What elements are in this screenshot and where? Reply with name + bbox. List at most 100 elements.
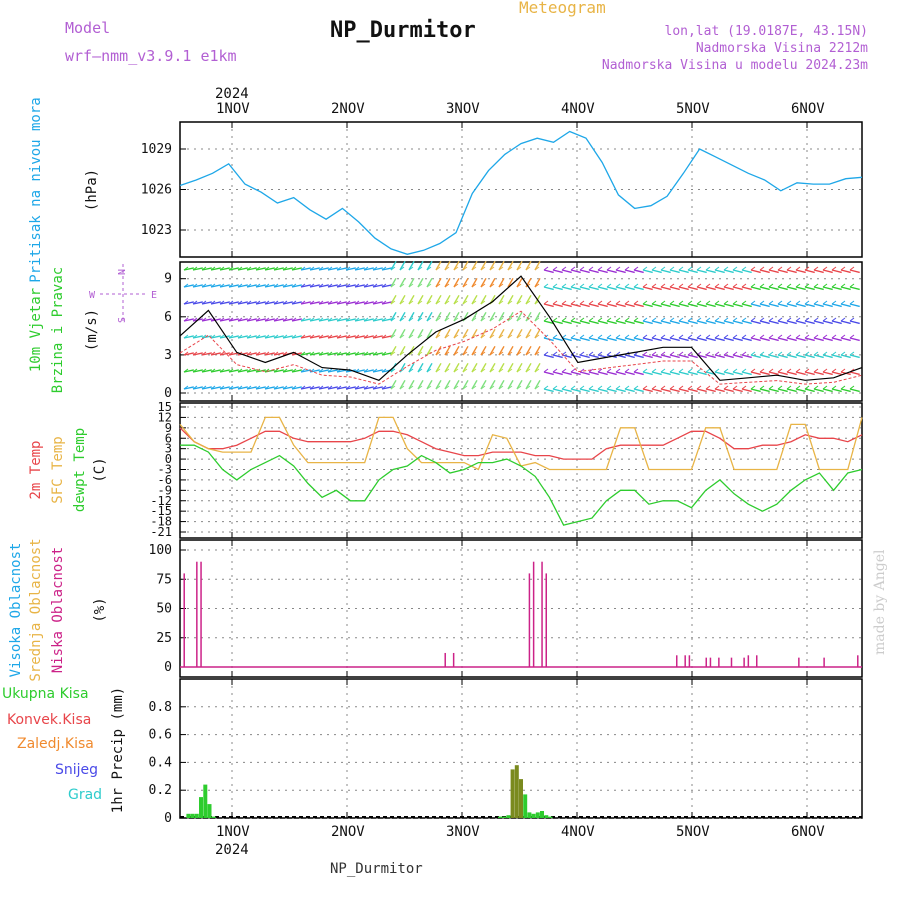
wind-arrow-head <box>651 283 657 288</box>
wind-arrow-head <box>822 300 828 305</box>
wind-arrow-head <box>471 385 477 390</box>
wind-arrow-head <box>264 266 270 271</box>
wind-arrow <box>615 286 626 291</box>
wind-arrow <box>579 337 590 342</box>
wind-arrow <box>426 260 433 271</box>
wind-arrow-head <box>624 300 630 305</box>
wind-arrow <box>507 328 514 339</box>
wind-arrow <box>327 352 338 356</box>
wind-arrow <box>462 379 469 390</box>
wind-arrow <box>588 320 599 325</box>
wind-arrow <box>300 284 311 288</box>
wind-arrow-head <box>543 266 549 271</box>
wind-arrow <box>363 335 374 339</box>
wind-arrow-head <box>498 368 504 373</box>
wind-arrow-head <box>264 300 270 305</box>
wind-arrow <box>678 269 689 274</box>
wind-arrow-head <box>264 351 270 356</box>
wind-arrow <box>273 284 284 288</box>
wind-arrow-head <box>768 334 774 339</box>
wind-arrow <box>228 369 239 373</box>
wind-arrow-head <box>264 317 270 322</box>
wind-arrow-head <box>399 334 405 339</box>
wind-arrow <box>723 388 734 393</box>
day-label-bottom: 2NOV <box>331 824 365 840</box>
wind-arrow <box>480 328 487 339</box>
wind-arrow-head <box>381 385 387 390</box>
wind-arrow-head <box>804 385 810 390</box>
wind-arrow-head <box>840 317 846 322</box>
wind-arrow <box>354 352 365 356</box>
wind-arrow-head <box>327 334 333 339</box>
cloud-mid-label: Srednja Oblacnost <box>28 538 44 681</box>
wind-arrow-head <box>219 266 225 271</box>
wind-arrow <box>372 318 383 322</box>
wind-arrow <box>381 301 392 305</box>
wind-arrow <box>813 354 824 359</box>
wind-arrow-head <box>840 300 846 305</box>
wind-arrow <box>219 267 230 271</box>
wind-arrow <box>660 388 671 393</box>
wind-arrow <box>813 371 824 376</box>
wind-arrow-head <box>678 266 684 271</box>
wind-arrow <box>813 303 824 308</box>
location-elevation: Nadmorska Visina 2212m <box>695 41 868 56</box>
wind-arrow <box>633 303 644 308</box>
wind-arrow-head <box>750 351 756 356</box>
wind-arrow <box>246 369 257 373</box>
wind-arrow <box>453 379 460 390</box>
wind-arrow <box>588 269 599 274</box>
wind-arrow <box>273 352 284 356</box>
wind-arrow-head <box>444 334 450 339</box>
wind-arrow <box>489 328 496 339</box>
model-label: Model <box>65 19 111 37</box>
wind-arrow-head <box>651 351 657 356</box>
wind-arrow-head <box>840 283 846 288</box>
wind-arrow <box>705 337 716 342</box>
panel-frame-0 <box>179 121 863 258</box>
wind-arrow-head <box>552 283 558 288</box>
wind-arrow <box>210 386 221 390</box>
wind-arrow <box>678 286 689 291</box>
wind-arrow <box>471 260 478 271</box>
wind-arrow <box>183 335 194 339</box>
wind-arrow-head <box>777 266 783 271</box>
wind-arrow <box>201 284 212 288</box>
wind-arrow <box>516 362 523 373</box>
wind-arrow <box>480 362 487 373</box>
wind-arrow-head <box>192 317 198 322</box>
wind-arrow <box>786 286 797 291</box>
wind-arrow-head <box>462 368 468 373</box>
wind-arrow <box>642 354 653 359</box>
wind-arrow <box>597 286 608 291</box>
wind-arrow-head <box>381 317 387 322</box>
wind-arrow-head <box>291 283 297 288</box>
wind-arrow <box>426 311 433 322</box>
wind-arrow-head <box>255 283 261 288</box>
wind-arrow-head <box>237 368 243 373</box>
wind-arrow <box>255 352 266 356</box>
wind-arrow <box>228 352 239 356</box>
wind-arrow <box>390 260 397 271</box>
wind-arrow <box>219 301 230 305</box>
wind-arrow-head <box>462 334 468 339</box>
wind-arrow-head <box>399 300 405 305</box>
wind-arrow <box>849 269 860 274</box>
wind-arrow-head <box>264 368 270 373</box>
wind-arrow <box>777 371 788 376</box>
wind-arrow-head <box>840 334 846 339</box>
precip-bar <box>514 765 519 818</box>
wind-arrow-head <box>840 368 846 373</box>
wind-arrow-head <box>588 300 594 305</box>
wind-arrow <box>777 354 788 359</box>
wind-arrow <box>831 320 842 325</box>
wind-arrow-head <box>201 317 207 322</box>
wind-arrow <box>723 337 734 342</box>
wind-arrows <box>183 260 860 393</box>
wind-arrow <box>309 284 320 288</box>
wind-arrow-head <box>480 351 486 356</box>
cloud-low-label: Niska Oblacnost <box>50 547 66 673</box>
wind-arrow-head <box>345 351 351 356</box>
wind-arrow <box>579 354 590 359</box>
